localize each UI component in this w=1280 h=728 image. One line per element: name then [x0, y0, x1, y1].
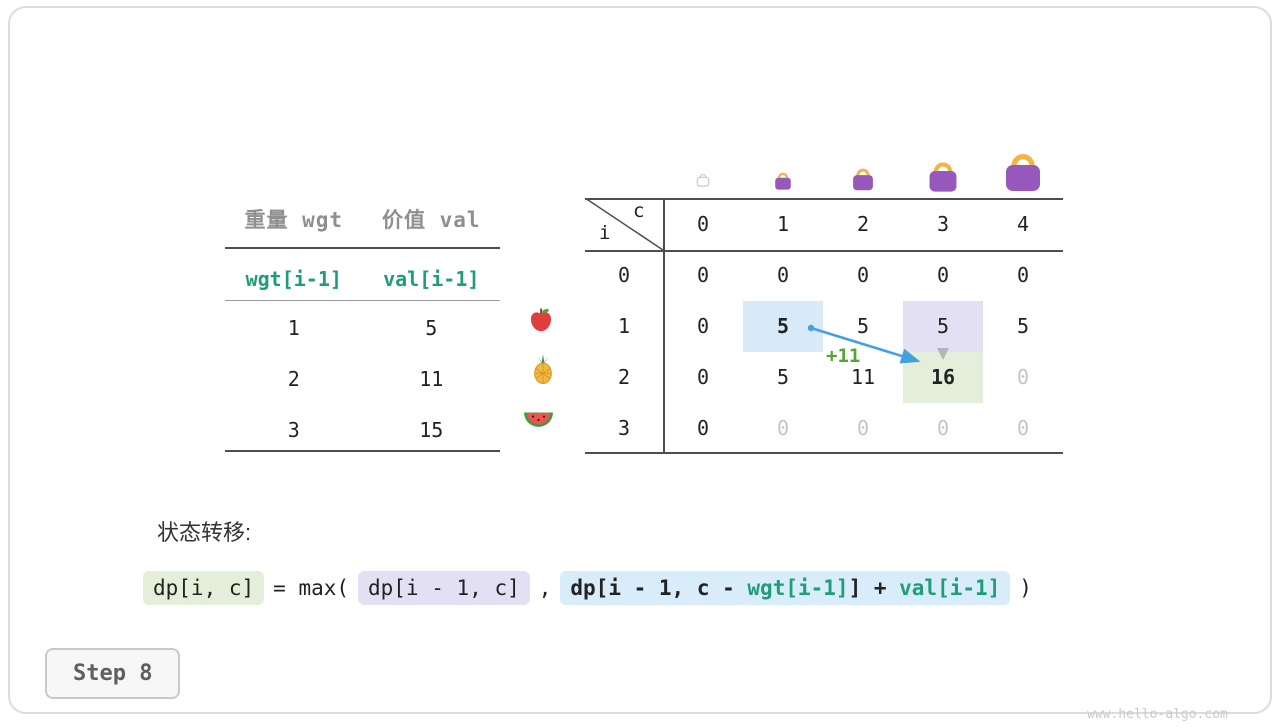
- transition-formula: dp[i, c] = max( dp[i - 1, c] , dp[i - 1,…: [143, 571, 1032, 605]
- dp-bottom-rule: [585, 452, 1063, 454]
- formula-eq-max: = max(: [273, 576, 350, 600]
- bag-outline-tiny-icon: [695, 171, 711, 187]
- items-formula-wgt: wgt[i-1]: [245, 267, 342, 291]
- bag-xlarge-icon: [999, 146, 1047, 194]
- dp-rowhead-2: 2: [617, 365, 631, 389]
- dp-cell-3-2: 0: [856, 416, 870, 440]
- items-formula-row: wgt[i-1] val[i-1]: [225, 258, 500, 300]
- bag-medium-icon: [849, 164, 877, 192]
- dp-colhead-3: 3: [936, 212, 950, 236]
- dp-table: c i 0 1 2 3 4 0 1 2 3 0 0 0 0 0 0 5 5 5 …: [585, 198, 1063, 456]
- items-bottom-rule: [225, 450, 500, 452]
- dp-cell-0-2: 0: [856, 263, 870, 287]
- pineapple-icon: [528, 353, 558, 385]
- bag-small-icon: [772, 169, 794, 191]
- dp-cell-0-3: 0: [936, 263, 950, 287]
- dp-cell-2-3: 16: [903, 352, 983, 403]
- items-row-1: 1 5: [225, 303, 500, 354]
- plus-value-annotation: +11: [826, 345, 861, 367]
- dp-cell-0-4: 0: [1016, 263, 1030, 287]
- items-header-weight: 重量 wgt: [244, 208, 344, 232]
- item-1-weight: 1: [287, 316, 300, 340]
- watermark: www.hello-algo.com: [1087, 707, 1228, 722]
- dp-cell-1-0: 0: [696, 314, 710, 338]
- items-formula-rule: [225, 300, 500, 301]
- formula-close-paren: ): [1019, 576, 1032, 600]
- dp-cell-1-1: 5: [743, 301, 823, 352]
- dp-cell-2-4: 0: [1016, 365, 1030, 389]
- dp-cell-2-1: 5: [776, 365, 790, 389]
- item-2-value: 11: [419, 367, 444, 391]
- items-row-3: 3 15: [225, 405, 500, 456]
- dp-cell-3-3: 0: [936, 416, 950, 440]
- dp-cell-1-4: 5: [1016, 314, 1030, 338]
- dp-rowhead-3: 3: [617, 416, 631, 440]
- formula-option-take: dp[i - 1, c - wgt[i-1]] + val[i-1]: [560, 571, 1011, 605]
- dp-header-column-rule: [663, 198, 665, 454]
- item-2-weight: 2: [287, 367, 300, 391]
- formula-option-keep: dp[i - 1, c]: [358, 571, 530, 605]
- formula-lhs: dp[i, c]: [143, 571, 265, 605]
- formula-take-mid: ] +: [848, 576, 900, 600]
- item-3-weight: 3: [287, 418, 300, 442]
- items-header-rule: [225, 247, 500, 249]
- bag-large-icon: [924, 156, 962, 194]
- dp-corner-i-label: i: [599, 222, 611, 244]
- formula-comma: ,: [538, 576, 552, 600]
- dp-cell-3-1: 0: [776, 416, 790, 440]
- dp-rowhead-1: 1: [617, 314, 631, 338]
- items-row-2: 2 11: [225, 354, 500, 405]
- item-3-value: 15: [419, 418, 444, 442]
- items-table-header: 重量 wgt 价值 val: [225, 198, 500, 242]
- dp-corner-c-label: c: [633, 200, 645, 222]
- items-formula-val: val[i-1]: [383, 267, 480, 291]
- dp-colhead-2: 2: [856, 212, 870, 236]
- dp-cell-2-0: 0: [696, 365, 710, 389]
- item-1-value: 5: [425, 316, 438, 340]
- formula-take-val: val[i-1]: [899, 576, 1001, 600]
- items-header-value: 价值 val: [381, 208, 481, 232]
- items-table: 重量 wgt 价值 val wgt[i-1] val[i-1] 1 5 2 11…: [225, 198, 500, 456]
- dp-colhead-0: 0: [696, 212, 710, 236]
- dp-corner-diagonal: [585, 198, 663, 250]
- apple-icon: [527, 305, 555, 334]
- dp-cell-2-2: 11: [850, 365, 876, 389]
- formula-take-prefix: dp[i - 1, c -: [570, 576, 748, 600]
- dp-cell-0-0: 0: [696, 263, 710, 287]
- watermelon-icon: [522, 410, 555, 430]
- step-badge: Step 8: [45, 648, 181, 699]
- figure-card: 重量 wgt 价值 val wgt[i-1] val[i-1] 1 5 2 11…: [8, 6, 1272, 722]
- dp-top-rule: [585, 198, 1063, 200]
- dp-rowhead-0: 0: [617, 263, 631, 287]
- dp-cell-1-3: 5: [903, 301, 983, 352]
- dp-colhead-4: 4: [1016, 212, 1030, 236]
- formula-take-wgt: wgt[i-1]: [747, 576, 849, 600]
- dp-cell-3-4: 0: [1016, 416, 1030, 440]
- dp-cell-3-0: 0: [696, 416, 710, 440]
- dp-colhead-1: 1: [776, 212, 790, 236]
- dp-header-rule: [585, 250, 1063, 252]
- dp-cell-0-1: 0: [776, 263, 790, 287]
- transition-title: 状态转移:: [157, 520, 252, 545]
